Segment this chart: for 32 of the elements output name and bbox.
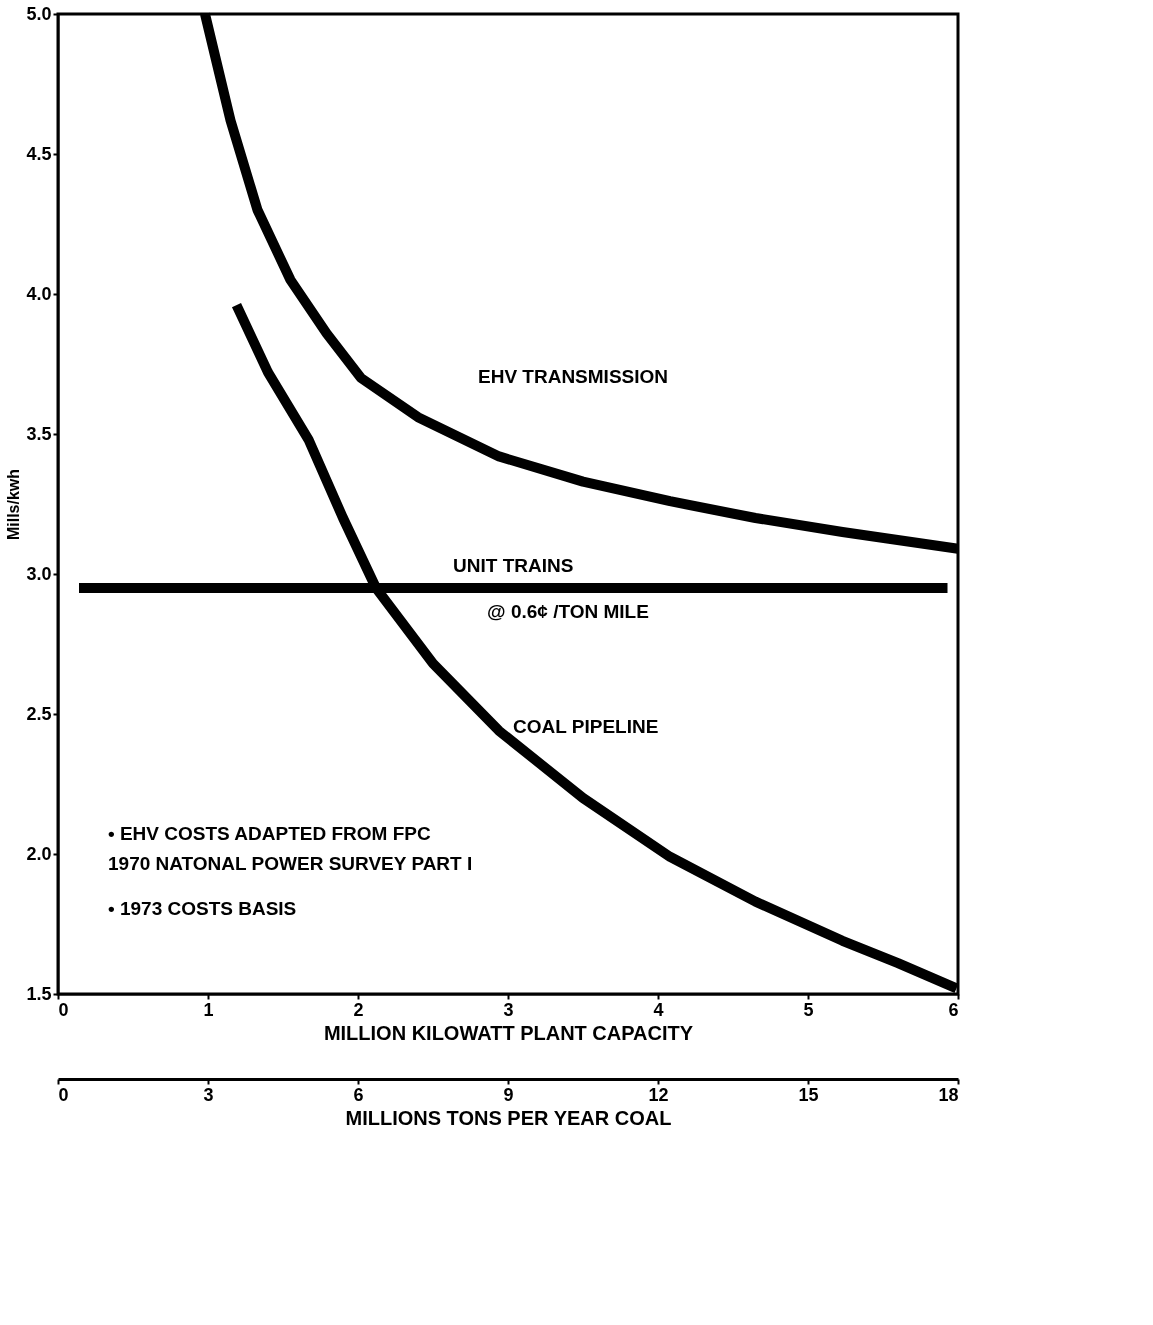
x-tick-label: 3 xyxy=(503,999,514,1020)
y-tick-label: 4.0 xyxy=(26,283,52,304)
y-axis-title: Mills/kwh xyxy=(5,468,23,541)
series-label: COAL PIPELINE xyxy=(513,715,659,737)
y-tick-label: 1.5 xyxy=(26,983,52,1004)
y-tick-label: 2.5 xyxy=(26,703,52,724)
x-axis-title: MILLION KILOWATT PLANT CAPACITY xyxy=(323,1021,694,1044)
y-tick-label: 2.0 xyxy=(26,843,52,864)
y-tick-label: 5.0 xyxy=(26,3,52,24)
x2-tick-label: 3 xyxy=(203,1084,214,1105)
x2-tick-label: 9 xyxy=(503,1084,514,1105)
x-tick-label: 2 xyxy=(353,999,364,1020)
x2-tick-label: 12 xyxy=(648,1084,669,1105)
y-tick-label: 3.0 xyxy=(26,563,52,584)
x-tick-label: 0 xyxy=(58,999,69,1020)
x-tick-label: 6 xyxy=(948,999,959,1020)
annotation: • EHV COSTS ADAPTED FROM FPC xyxy=(108,823,431,844)
x2-axis-title: MILLIONS TONS PER YEAR COAL xyxy=(345,1106,672,1129)
series-label: UNIT TRAINS xyxy=(453,555,574,576)
y-tick-label: 3.5 xyxy=(26,423,52,444)
x2-tick-label: 6 xyxy=(353,1084,364,1105)
annotation: @ 0.6¢ /TON MILE xyxy=(487,601,649,622)
annotation: • 1973 COSTS BASIS xyxy=(108,898,297,919)
x2-tick-label: 18 xyxy=(938,1084,959,1105)
x2-tick-label: 15 xyxy=(798,1084,819,1105)
text: EHV TRANSMISSION xyxy=(478,366,669,388)
x2-tick-label: 0 xyxy=(58,1084,69,1105)
annotation: 1970 NATONAL POWER SURVEY PART I xyxy=(108,853,473,874)
x-tick-label: 5 xyxy=(803,999,814,1020)
x-tick-label: 1 xyxy=(203,999,214,1020)
y-tick-label: 4.5 xyxy=(26,143,52,164)
x-tick-label: 4 xyxy=(653,999,664,1020)
